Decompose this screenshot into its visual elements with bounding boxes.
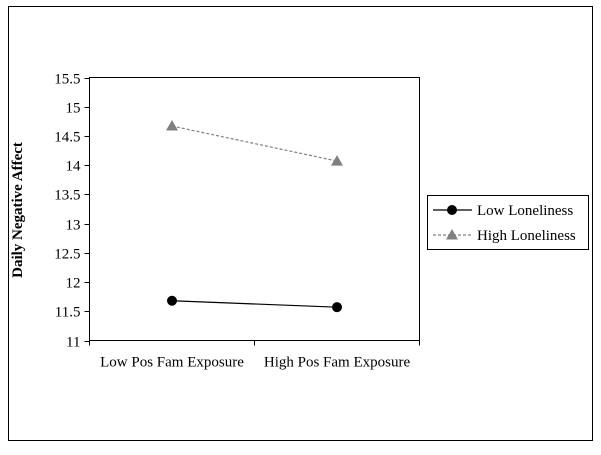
y-tick-label: 15: [66, 101, 81, 117]
x-tick-label: High Pos Fam Exposure: [264, 355, 411, 371]
legend-box: [427, 195, 589, 250]
data-point-0: [167, 295, 177, 306]
y-axis-ticks: 11 11.5 12 12.5 13 13.5 14 14.5 15 15.5: [54, 72, 90, 351]
legend-marker: [446, 229, 458, 240]
series-line-0: [171, 300, 338, 308]
y-tick-label: 12: [66, 276, 81, 292]
series-layer: [166, 120, 343, 313]
data-point-0: [332, 302, 342, 313]
y-tick-label: 11: [66, 335, 80, 351]
legend: Low Loneliness High Loneliness: [427, 195, 589, 250]
legend-marker: [447, 205, 457, 215]
y-tick-label: 11.5: [55, 305, 81, 321]
data-point-1: [166, 120, 178, 131]
y-tick-label: 13: [66, 218, 81, 234]
y-tick-label: 12.5: [54, 247, 80, 263]
y-tick-label: 15.5: [54, 72, 80, 88]
legend-label: Low Loneliness: [477, 203, 573, 219]
plot-area: [89, 77, 420, 341]
x-axis-ticks: Low Pos Fam Exposure High Pos Fam Exposur…: [89, 340, 420, 371]
y-tick-label: 14.5: [54, 130, 80, 146]
y-axis-title: Daily Negative Affect: [10, 142, 26, 278]
x-tick-label: Low Pos Fam Exposure: [100, 355, 244, 371]
data-point-1: [331, 155, 343, 166]
legend-label: High Loneliness: [477, 228, 576, 244]
y-tick-label: 13.5: [54, 188, 80, 204]
series-line-1: [171, 125, 338, 162]
y-tick-label: 14: [66, 159, 82, 175]
